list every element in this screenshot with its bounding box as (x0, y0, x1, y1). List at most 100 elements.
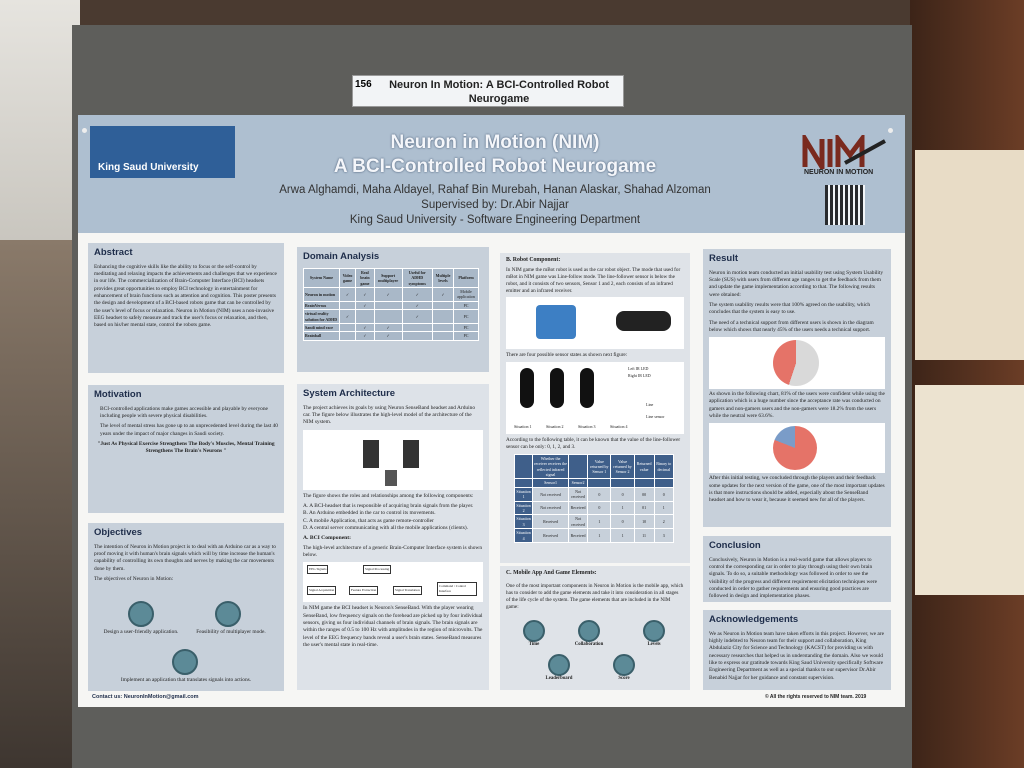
line-shape (550, 367, 564, 408)
table-header: Real brain game (355, 267, 375, 288)
table-cell: 0 (610, 514, 635, 530)
paragraph: The project achieves its goals by using … (303, 404, 476, 426)
table-header: Binary to decimal (653, 453, 675, 480)
university-logo: King Saud University (90, 126, 235, 178)
paragraph: In NIM game the BCI headset is Neuron's … (303, 605, 483, 648)
table-header: Whether the receiver receives the reflec… (532, 453, 569, 480)
element-icon (643, 620, 665, 643)
poster-subtitle: A BCI-Controlled Robot Neurogame (333, 156, 657, 177)
table-cell: 2 (653, 514, 675, 530)
paragraph: After this initial testing, we concluded… (709, 475, 885, 504)
subheading: B. Robot Component: (506, 257, 561, 263)
bci-step: EEG Signals (307, 565, 329, 574)
paragraph: The intention of Neuron in Motion projec… (94, 543, 276, 572)
ceiling (0, 0, 80, 240)
table-row: Situation 1 Not received Not received 0 0 00 0 (513, 486, 675, 502)
table-header (633, 478, 655, 488)
table-cell: ✓ (355, 300, 375, 311)
robot-figure (506, 296, 684, 349)
table-cell (401, 322, 433, 333)
list-item: D. A central server communicating with a… (303, 524, 468, 531)
table-cell: Situation 2 (513, 500, 534, 516)
abstract-section: Abstract Enhancing the cognitive skills … (88, 243, 284, 373)
table-cell: ✓ (355, 286, 375, 302)
table-header: Value returned by Sensor 1 (587, 453, 612, 480)
table-cell: ✓ (338, 286, 357, 302)
table-cell: Not received (532, 486, 569, 502)
table-header (513, 478, 534, 488)
figure-label: Line sensor (646, 413, 665, 419)
pie (773, 426, 817, 471)
university-name: King Saud University (98, 162, 199, 173)
supervisor: Supervised by: Dr.Abir Najjar (421, 199, 569, 211)
table-cell: 11 (633, 528, 655, 543)
table-cell (431, 309, 455, 324)
table-header: Useful for ADHD symptoms (401, 267, 433, 288)
table-row: Neuron in motion ✓ ✓ ✓ ✓ ✓ Mobile application (303, 286, 479, 302)
icon (128, 601, 154, 627)
bci-step: Command / Control Interface (437, 582, 477, 596)
table-header: Multiple levels (431, 267, 455, 288)
element-icon (548, 654, 570, 677)
robot (536, 304, 576, 339)
table-header: Sensor2 (567, 478, 589, 488)
wall-panel (915, 150, 1024, 360)
result-section: Result Neuron in motion team conducted a… (703, 249, 891, 527)
table-cell: PC (453, 331, 479, 341)
section-title: System Architecture (303, 388, 396, 399)
pie-figure (709, 423, 885, 474)
objective-icon (128, 601, 154, 630)
table-header (653, 478, 675, 488)
table-cell: 1 (610, 528, 635, 543)
game-element: Leaderboard (541, 654, 577, 682)
table-cell: ✓ (401, 286, 433, 302)
table-cell: 10 (633, 514, 655, 530)
table-cell: ✓ (373, 286, 403, 302)
table-cell: Received (532, 514, 569, 530)
poster-title: Neuron in Motion (NIM) (390, 132, 600, 153)
paragraph: There are four possible sensor states as… (506, 351, 628, 358)
table-row: System Name Video game Real brain game Supp… (303, 267, 479, 288)
table-header: Sensor1 (532, 478, 569, 488)
table-cell: ✓ (373, 331, 403, 341)
section-title: Conclusion (709, 540, 761, 551)
element-icon (578, 620, 600, 643)
wall-right (910, 0, 1024, 768)
table-cell: ✓ (373, 322, 403, 333)
table-cell: Situation 1 (513, 486, 534, 502)
table-header: Support multiplayer (373, 267, 403, 288)
objective-item: Design a user-friendly application. (103, 629, 179, 635)
table-cell: Received (532, 528, 569, 543)
table-row: Whether the receiver receives the reflec… (513, 453, 675, 480)
table-cell: ✓ (401, 309, 433, 324)
phone (403, 439, 419, 468)
label-title: Neuron In Motion: A BCI-Controlled Robot… (389, 79, 609, 105)
situation-label: Situation 4 (610, 423, 628, 429)
table-cell: Sandi mind race (303, 322, 340, 333)
table-cell: ✓ (355, 331, 375, 341)
table-cell: 0 (587, 500, 612, 516)
table-row: Brainball ✓ ✓ PC (303, 331, 479, 341)
table-cell: Brainball (303, 331, 340, 341)
table-row: Situation 2 Not received Received 0 1 01 1 (513, 500, 675, 516)
table-header: System Name (303, 267, 340, 288)
line-shape (580, 367, 594, 408)
paragraph: Neuron in motion team conducted an initi… (709, 269, 884, 298)
quote: "Just As Physical Exercise Strengthens T… (97, 441, 275, 455)
element-label: Collaboration (574, 642, 604, 648)
figure-label: Left IR LED (628, 365, 649, 371)
sensor-figure: Left IR LED Right IR LED Line Line senso… (506, 361, 684, 434)
paragraph: In NIM game the mBot robot is used as th… (506, 266, 681, 294)
motivation-section: Motivation BCI-controlled applications m… (88, 385, 284, 513)
paragraph: Enhancing the cognitive skills like the … (94, 263, 277, 329)
situation-label: Situation 2 (546, 423, 564, 429)
pin (888, 128, 893, 133)
logo-graphic (802, 130, 886, 176)
table-cell: PC (453, 322, 479, 333)
list-item: B. An Arduino embedded in the car to con… (303, 510, 436, 517)
game-element: Score (606, 654, 642, 682)
table-cell: ✓ (355, 322, 375, 333)
table-row: Situation 3 Received Not received 1 0 10 2 (513, 514, 675, 530)
pie-figure (709, 337, 885, 390)
table-row: virtual reality solution for ADHD ✓ ✓ PC (303, 309, 479, 324)
